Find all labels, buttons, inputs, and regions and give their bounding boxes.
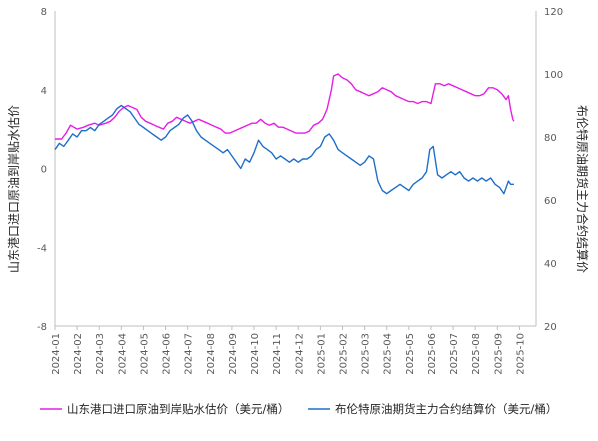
left-axis-title: 山东港口进口原油到岸贴水估价: [7, 105, 21, 273]
legend: 山东港口进口原油到岸贴水估价（美元/桶） 布伦特原油期货主力合约结算价（美元/桶）: [40, 402, 557, 416]
x-tick-label: 2025-03: [361, 333, 372, 375]
right-tick-label: 20: [544, 322, 557, 333]
left-tick-label: -4: [37, 243, 47, 254]
x-tick-label: 2024-06: [162, 333, 173, 375]
series-line-1: [55, 73, 515, 140]
left-tick-label: -8: [37, 322, 47, 333]
x-tick-label: 2024-11: [272, 333, 283, 375]
left-tick-label: 4: [41, 86, 47, 97]
x-tick-label: 2024-07: [184, 333, 195, 375]
x-tick-label: 2025-08: [471, 333, 482, 375]
x-tick-label: 2024-01: [51, 333, 62, 375]
x-tick-label: 2025-06: [427, 333, 438, 375]
x-tick-label: 2024-10: [250, 333, 261, 375]
series-lines: [54, 73, 515, 195]
plot-frame: [54, 11, 537, 327]
series-line-2: [54, 104, 514, 195]
x-tick-label: 2025-02: [338, 333, 349, 375]
x-tick-label: 2024-08: [206, 333, 217, 375]
x-axis-ticks: 2024-01 2024-02 2024-03 2024-04 2024-05 2024-…: [51, 326, 526, 375]
x-tick-label: 2024-02: [73, 333, 84, 375]
right-y-axis-ticks: 120 100 80 60 40 20: [544, 7, 563, 333]
right-tick-label: 80: [544, 133, 557, 144]
left-y-axis-ticks: 8 4 0 -4 -8: [37, 7, 47, 333]
x-tick-label: 2024-12: [294, 333, 305, 375]
x-tick-label: 2024-04: [117, 333, 128, 375]
legend-label-2: 布伦特原油期货主力合约结算价（美元/桶）: [335, 402, 557, 416]
legend-label-1: 山东港口进口原油到岸贴水估价（美元/桶）: [67, 402, 289, 416]
x-tick-label: 2024-05: [139, 333, 150, 375]
x-tick-label: 2024-09: [228, 333, 239, 375]
x-tick-label: 2025-04: [383, 333, 394, 375]
right-tick-label: 60: [544, 196, 557, 207]
x-tick-label: 2025-10: [515, 333, 526, 375]
right-tick-label: 120: [544, 7, 563, 18]
x-tick-label: 2025-07: [449, 333, 460, 375]
right-tick-label: 40: [544, 259, 557, 270]
x-tick-label: 2025-05: [405, 333, 416, 375]
x-tick-label: 2024-03: [95, 333, 106, 375]
right-tick-label: 100: [544, 70, 563, 81]
x-tick-label: 2025-01: [316, 333, 327, 375]
left-tick-label: 8: [41, 7, 47, 18]
x-tick-label: 2025-09: [493, 333, 504, 375]
left-tick-label: 0: [41, 165, 47, 176]
right-axis-title: 布伦特原油期货主力合约结算价: [575, 105, 590, 273]
